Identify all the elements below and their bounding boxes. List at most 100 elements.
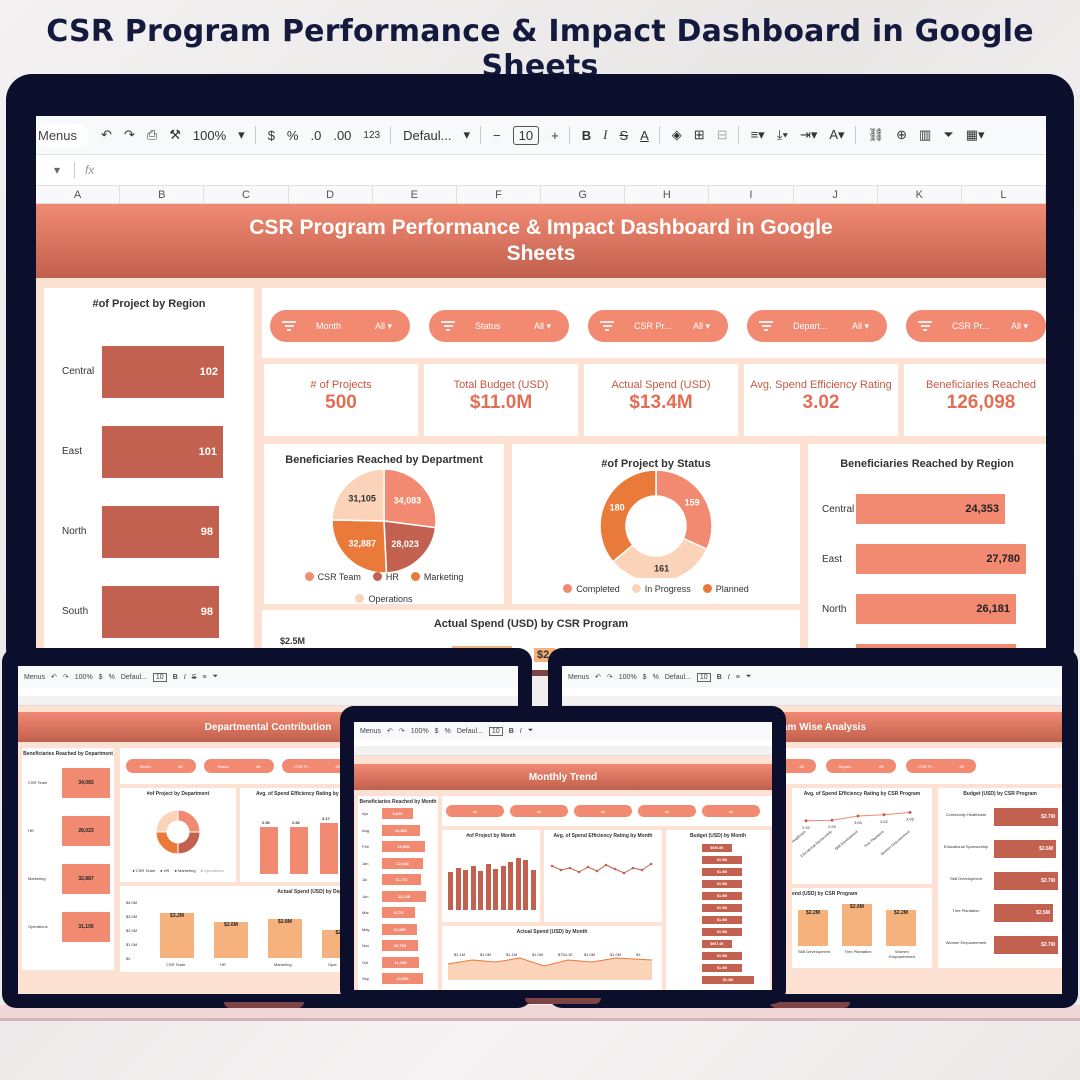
- filter-views-icon[interactable]: ▦▾: [965, 127, 985, 142]
- text-rotate-icon[interactable]: A▾: [829, 127, 845, 142]
- column-header[interactable]: I: [709, 186, 794, 203]
- center-italic-icon[interactable]: I: [519, 727, 522, 735]
- right-italic-icon[interactable]: I: [727, 673, 730, 681]
- column-header[interactable]: J: [794, 186, 878, 203]
- print-icon[interactable]: ⎙: [146, 127, 158, 142]
- font-size-decrease-icon[interactable]: −: [493, 127, 501, 143]
- right-undo-icon[interactable]: ↶: [595, 674, 601, 681]
- menus-button[interactable]: Menus: [36, 123, 90, 147]
- formula-input[interactable]: [94, 155, 1046, 185]
- more-formats-button[interactable]: 123: [363, 129, 381, 141]
- right-redo-icon[interactable]: ↷: [606, 674, 613, 681]
- left-bold-icon[interactable]: B: [172, 673, 178, 681]
- right-currency[interactable]: $: [642, 673, 647, 681]
- column-header[interactable]: D: [289, 186, 373, 203]
- center-filter-slicer[interactable]: All: [638, 805, 696, 817]
- left-filter-slicer[interactable]: Month All: [126, 759, 196, 773]
- right-bold-icon[interactable]: B: [716, 673, 722, 681]
- chevron-down-icon[interactable]: ▾: [238, 127, 245, 142]
- font-select[interactable]: Defaul...: [403, 127, 452, 143]
- left-undo-icon[interactable]: ↶: [51, 674, 57, 681]
- right-font[interactable]: Defaul...: [664, 673, 691, 681]
- center-redo-icon[interactable]: ↷: [398, 728, 405, 735]
- left-zoom[interactable]: 100%: [74, 673, 93, 681]
- center-filter-slicer[interactable]: All: [510, 805, 568, 817]
- center-percent[interactable]: %: [444, 727, 451, 735]
- right-filter-slicer[interactable]: Depart... All: [826, 759, 896, 773]
- zoom-select[interactable]: 100%: [192, 127, 227, 143]
- center-filter-slicer[interactable]: All: [446, 805, 504, 817]
- center-font-size[interactable]: 10: [488, 726, 503, 736]
- left-percent[interactable]: %: [108, 673, 115, 681]
- strikethrough-icon[interactable]: S: [619, 127, 629, 143]
- center-currency[interactable]: $: [434, 727, 439, 735]
- column-header[interactable]: E: [373, 186, 457, 203]
- center-font[interactable]: Defaul...: [456, 727, 483, 735]
- redo-icon[interactable]: ↷: [123, 127, 135, 142]
- column-header[interactable]: A: [36, 186, 121, 203]
- filter-slicer[interactable]: CSR Pr... All ▾: [588, 310, 728, 342]
- center-filter-icon[interactable]: ⏷: [527, 727, 534, 734]
- left-currency[interactable]: $: [98, 673, 103, 681]
- merge-cells-icon[interactable]: ⊟: [716, 127, 728, 142]
- center-month-label: Sep: [362, 976, 370, 981]
- left-italic-icon[interactable]: I: [183, 673, 186, 681]
- bold-icon[interactable]: B: [581, 127, 592, 143]
- right-filter-icon[interactable]: ⏷: [745, 673, 752, 680]
- italic-icon[interactable]: I: [603, 127, 608, 142]
- column-header[interactable]: L: [962, 186, 1046, 203]
- align-icon[interactable]: ≡▾: [750, 127, 765, 142]
- currency-button[interactable]: $: [267, 127, 275, 143]
- left-menus-button[interactable]: Menus: [24, 673, 46, 681]
- left-filter-icon[interactable]: ⏷: [212, 673, 219, 680]
- center-bold-icon[interactable]: B: [508, 727, 514, 735]
- decrease-decimal-button[interactable]: .0: [310, 127, 322, 143]
- filter-slicer[interactable]: Month All ▾: [270, 310, 410, 342]
- right-zoom[interactable]: 100%: [618, 673, 637, 681]
- filter-icon[interactable]: ⏷: [943, 127, 954, 142]
- left-font-size[interactable]: 10: [152, 672, 167, 682]
- name-box-chevron-icon[interactable]: ▾: [54, 163, 61, 177]
- right-font-size[interactable]: 10: [696, 672, 711, 682]
- chevron-down-icon[interactable]: ▾: [463, 127, 471, 142]
- font-size-increase-icon[interactable]: +: [551, 127, 559, 143]
- left-align-icon[interactable]: ≡: [202, 673, 207, 681]
- column-header[interactable]: H: [625, 186, 710, 203]
- increase-decimal-button[interactable]: .00: [333, 127, 352, 143]
- left-strike-icon[interactable]: S: [191, 673, 197, 681]
- link-icon[interactable]: ⛓: [867, 127, 885, 142]
- fill-color-icon[interactable]: ◈: [671, 127, 682, 142]
- column-header[interactable]: B: [120, 186, 205, 203]
- font-size-input[interactable]: 10: [512, 125, 540, 145]
- paint-format-icon[interactable]: ⚒: [169, 127, 181, 142]
- center-filter-slicer[interactable]: All: [702, 805, 760, 817]
- left-filter-slicer[interactable]: Status All: [204, 759, 274, 773]
- right-align-icon[interactable]: ≡: [735, 673, 740, 681]
- left-font[interactable]: Defaul...: [120, 673, 147, 681]
- text-wrap-icon[interactable]: ⇥▾: [799, 127, 818, 142]
- left-eff-bar: [290, 827, 308, 874]
- left-redo-icon[interactable]: ↷: [62, 674, 69, 681]
- left-filter-slicer[interactable]: CSR Pr... All: [282, 759, 352, 773]
- chart-icon[interactable]: ▥: [918, 127, 932, 142]
- borders-icon[interactable]: ⊞: [693, 127, 705, 142]
- filter-slicer[interactable]: Status All ▾: [429, 310, 569, 342]
- percent-button[interactable]: %: [286, 127, 299, 143]
- column-header[interactable]: K: [878, 186, 962, 203]
- right-percent[interactable]: %: [652, 673, 659, 681]
- text-color-icon[interactable]: A: [640, 127, 649, 143]
- filter-slicer[interactable]: CSR Pr... All ▾: [906, 310, 1046, 342]
- right-filter-slicer[interactable]: CSR Pr... All: [906, 759, 976, 773]
- vertical-align-icon[interactable]: ⤓▾: [776, 127, 788, 142]
- undo-icon[interactable]: ↶: [101, 127, 112, 142]
- filter-slicer[interactable]: Depart... All ▾: [747, 310, 887, 342]
- column-header[interactable]: F: [457, 186, 542, 203]
- center-undo-icon[interactable]: ↶: [387, 728, 393, 735]
- center-filter-slicer[interactable]: All: [574, 805, 632, 817]
- column-header[interactable]: G: [541, 186, 626, 203]
- center-menus-button[interactable]: Menus: [360, 727, 382, 735]
- comment-icon[interactable]: ⊕: [896, 127, 907, 142]
- center-zoom[interactable]: 100%: [410, 727, 429, 735]
- right-menus-button[interactable]: Menus: [568, 673, 590, 681]
- column-header[interactable]: C: [204, 186, 289, 203]
